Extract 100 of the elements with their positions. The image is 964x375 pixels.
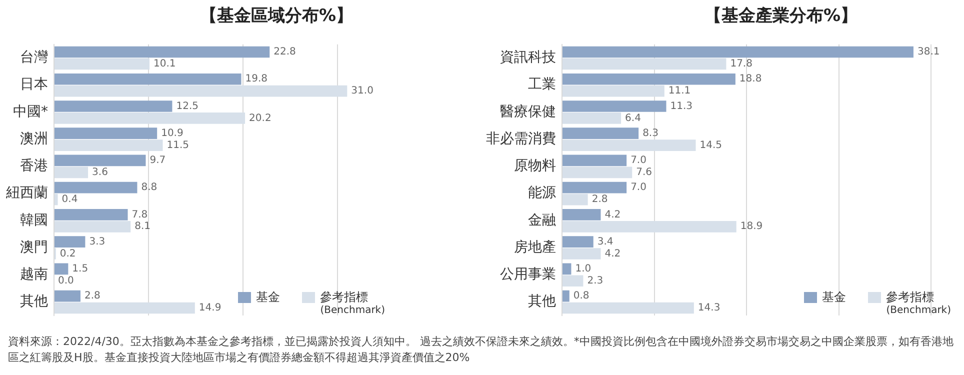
data-label: 11.5 [166, 140, 190, 151]
bar [562, 236, 594, 248]
bar [54, 85, 348, 97]
data-label: 4.2 [604, 209, 621, 220]
y-tick-label: 其他 [20, 294, 48, 310]
data-label: 7.6 [636, 167, 652, 178]
y-tick-label: 台灣 [20, 50, 48, 66]
y-tick-label: 工業 [528, 76, 556, 93]
y-tick-label: 紐西蘭 [5, 185, 48, 202]
bar [562, 85, 664, 97]
y-tick-label: 香港 [20, 158, 48, 174]
bar [54, 58, 150, 70]
y-tick-label: 公用事業 [500, 266, 556, 283]
chart-title: 【基金產業分布%】 [703, 5, 859, 27]
data-label: 0.2 [60, 248, 76, 260]
data-label: 9.7 [150, 155, 166, 166]
legend-label: 基金 [822, 290, 846, 304]
data-label: 11.1 [668, 86, 691, 97]
data-label: 2.3 [587, 275, 604, 286]
y-tick-label: 澳門 [20, 239, 48, 256]
data-label: 12.5 [176, 100, 198, 112]
data-label: 22.8 [274, 46, 296, 58]
bar [562, 112, 622, 124]
bar [54, 220, 131, 232]
bar [54, 236, 86, 248]
data-label: 1.0 [575, 264, 592, 275]
data-label: 31.0 [351, 86, 374, 97]
legend-label: 參考指標 (Benchmark) [320, 290, 385, 318]
bar [562, 100, 666, 112]
bar [562, 209, 601, 220]
data-label: 19.8 [245, 74, 268, 85]
data-label: 14.9 [198, 302, 222, 314]
y-tick-label: 能源 [528, 185, 556, 202]
data-label: 3.4 [597, 236, 614, 248]
bar [54, 128, 158, 140]
bar [562, 220, 736, 232]
data-label: 6.4 [625, 112, 641, 124]
bar [54, 194, 58, 206]
data-label: 7.0 [630, 155, 646, 166]
y-tick-label: 中國* [13, 104, 48, 120]
legend-label: 參考指標 (Benchmark) [886, 290, 951, 318]
data-label: 7.8 [132, 209, 148, 220]
y-tick-label: 日本 [20, 76, 48, 93]
bar [54, 166, 88, 178]
data-label: 7.0 [630, 182, 646, 194]
y-tick-label: 資訊科技 [500, 50, 556, 66]
data-label: 20.2 [249, 112, 272, 124]
y-tick-label: 醫療保健 [500, 104, 556, 120]
data-label: 0.0 [58, 275, 74, 286]
bar [54, 46, 270, 58]
data-label: 18.9 [740, 221, 763, 232]
data-label: 0.8 [573, 290, 590, 302]
bar [562, 290, 570, 302]
data-label: 1.5 [72, 264, 88, 275]
data-label: 18.8 [739, 74, 762, 85]
bar [54, 154, 146, 166]
data-label: 14.3 [698, 302, 720, 314]
bar [54, 73, 242, 85]
data-label: 8.1 [134, 221, 151, 232]
bar [54, 140, 163, 151]
data-label: 8.3 [642, 128, 658, 139]
bar [54, 182, 138, 194]
data-label: 11.3 [670, 100, 693, 112]
bar [562, 275, 584, 287]
bar [54, 112, 246, 124]
data-label: 8.8 [141, 182, 158, 194]
bar [562, 58, 726, 70]
data-label: 17.8 [730, 58, 752, 70]
bar [562, 166, 632, 178]
bar [562, 263, 572, 275]
y-tick-label: 原物料 [514, 158, 556, 174]
bar [54, 209, 128, 220]
data-label: 10.9 [161, 128, 184, 139]
bar [562, 194, 588, 206]
data-label: 14.5 [700, 140, 722, 151]
bar [562, 302, 694, 314]
data-label: 0.4 [62, 194, 78, 206]
bar [562, 182, 627, 194]
y-tick-label: 其他 [528, 294, 556, 310]
bar [562, 46, 914, 58]
bar [54, 100, 172, 112]
data-label: 2.8 [84, 290, 100, 302]
data-label: 3.6 [92, 167, 108, 178]
source-note: 資料來源：2022/4/30。亞太指數為本基金之參考指標，並已揭露於投資人須知中。 過去之績效不保證未來之績效。*中國投資比例包含在中國境外證券交易市場交易之中國企業股票，如有香港地區之紅籌股及H股。基金直接投資大陸地區市場之有價證券總金額不得超過其淨資產價值之20% [8, 334, 954, 366]
data-label: 2.8 [592, 194, 608, 206]
bar [54, 302, 195, 314]
bar [54, 263, 68, 275]
chart-title: 【基金區域分布%】 [198, 5, 354, 27]
bar [562, 73, 736, 85]
data-label: 10.1 [154, 58, 176, 70]
bar [562, 140, 696, 151]
y-tick-label: 韓國 [20, 212, 48, 228]
y-tick-label: 澳洲 [20, 130, 48, 147]
y-tick-label: 金融 [528, 212, 556, 228]
bar [562, 248, 601, 260]
y-tick-label: 非必需消費 [486, 130, 556, 147]
data-label: 3.3 [89, 236, 106, 248]
data-label: 4.2 [604, 248, 621, 260]
legend-label: 基金 [256, 290, 280, 304]
y-tick-label: 越南 [20, 266, 48, 283]
